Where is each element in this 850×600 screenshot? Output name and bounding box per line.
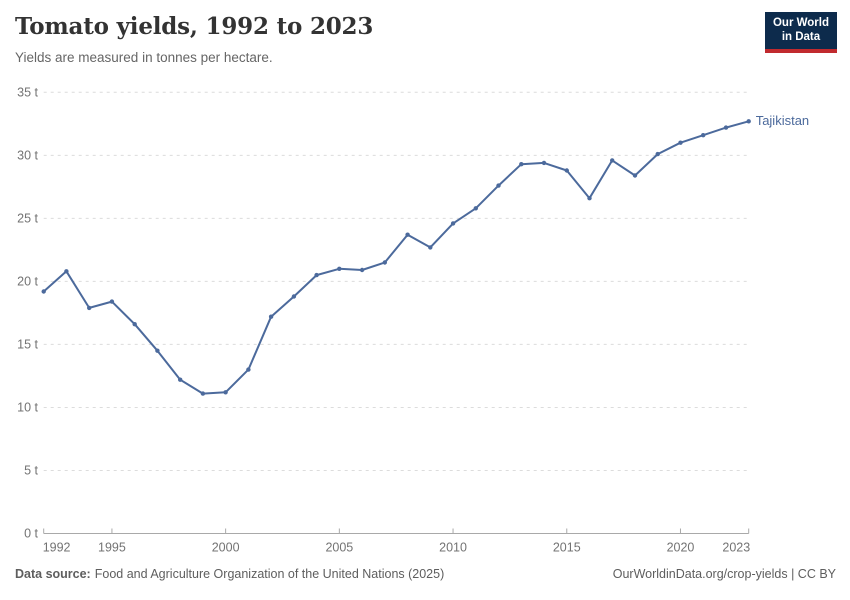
data-point[interactable]	[382, 260, 387, 265]
x-axis-label: 2000	[212, 541, 240, 555]
data-point[interactable]	[723, 125, 729, 130]
data-point[interactable]	[587, 196, 592, 201]
data-point[interactable]	[655, 151, 660, 157]
data-point[interactable]	[701, 133, 706, 138]
data-point[interactable]	[109, 299, 115, 304]
footer-right: OurWorldinData.org/crop-yields | CC BY	[613, 567, 836, 581]
series-label-tajikistan[interactable]: Tajikistan	[755, 113, 810, 129]
y-axis-label: 0 t	[24, 527, 38, 541]
data-point[interactable]	[564, 168, 569, 173]
data-point[interactable]	[405, 232, 410, 237]
data-point[interactable]	[428, 245, 433, 250]
x-axis-label: 2005	[325, 541, 353, 555]
data-point[interactable]	[473, 206, 478, 211]
x-axis-label: 1995	[98, 541, 126, 555]
data-source-label: Data source:	[15, 567, 91, 581]
y-axis-label: 10 t	[17, 401, 38, 415]
data-point[interactable]	[610, 158, 615, 163]
x-axis-label: 2015	[553, 541, 581, 555]
data-point[interactable]	[268, 314, 274, 319]
y-axis-label: 15 t	[17, 338, 38, 352]
data-point[interactable]	[223, 390, 228, 395]
chart-subtitle: Yields are measured in tonnes per hectar…	[15, 49, 273, 65]
owid-logo[interactable]: Our World in Data	[764, 12, 837, 53]
data-point[interactable]	[200, 391, 206, 396]
y-axis-label: 25 t	[17, 212, 38, 226]
data-point[interactable]	[450, 221, 456, 226]
data-point[interactable]	[541, 160, 547, 166]
chart-header: Tomato yields, 1992 to 2023 Yields are m…	[15, 13, 373, 66]
data-point[interactable]	[678, 140, 683, 145]
data-point[interactable]	[41, 289, 46, 294]
data-point[interactable]	[155, 348, 160, 353]
footer-link[interactable]: OurWorldinData.org/crop-yields	[612, 567, 788, 581]
chart-footer: Data source: Food and Agriculture Organiz…	[15, 567, 836, 581]
data-point[interactable]	[87, 305, 92, 311]
x-axis-label: 2023	[722, 541, 750, 555]
data-point[interactable]	[337, 266, 342, 271]
data-point[interactable]	[496, 183, 501, 188]
data-line[interactable]	[42, 120, 750, 395]
data-point[interactable]	[314, 272, 319, 278]
y-axis-label: 5 t	[24, 464, 38, 478]
data-point[interactable]	[246, 367, 251, 372]
data-source-note: Data source: Food and Agriculture Organiz…	[15, 567, 444, 581]
x-axis-label: 2020	[667, 541, 695, 555]
data-point[interactable]	[519, 162, 524, 167]
x-axis-label: 1992	[43, 541, 71, 555]
license-link[interactable]: CC BY	[797, 567, 836, 581]
owid-logo-line1: Our World	[772, 17, 829, 29]
y-axis-label: 20 t	[17, 275, 38, 289]
data-source-text: Food and Agriculture Organization of the…	[94, 567, 445, 581]
data-point[interactable]	[178, 377, 183, 382]
data-point[interactable]	[746, 119, 751, 124]
chart-title: Tomato yields, 1992 to 2023	[15, 13, 374, 40]
data-point[interactable]	[291, 294, 297, 299]
data-point[interactable]	[359, 267, 365, 273]
data-point[interactable]	[64, 269, 69, 274]
data-point[interactable]	[132, 322, 137, 327]
x-axis-label: 2010	[439, 541, 467, 555]
y-axis-label: 30 t	[17, 149, 38, 163]
footer-separator: |	[787, 567, 798, 581]
owid-logo-line2: in Data	[781, 30, 821, 43]
data-point[interactable]	[632, 173, 638, 178]
y-axis-label: 35 t	[17, 86, 38, 100]
